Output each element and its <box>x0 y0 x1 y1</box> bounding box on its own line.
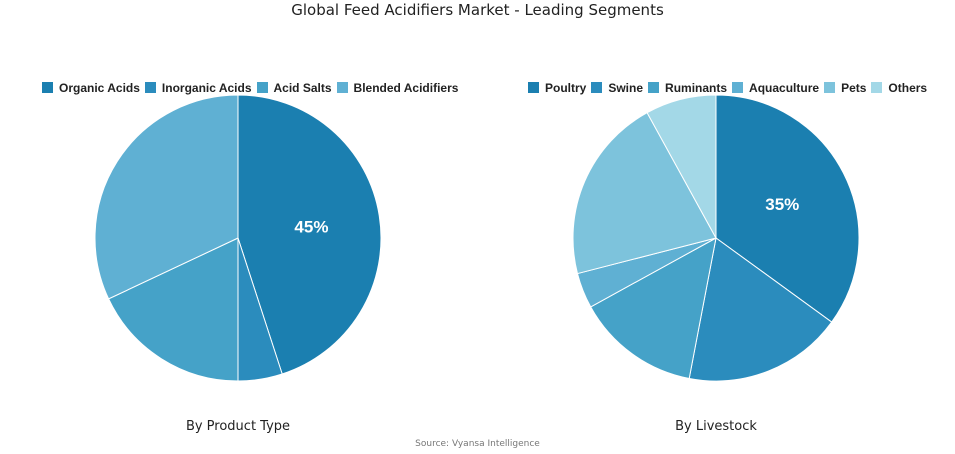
legend-item-swine: Swine <box>591 81 643 95</box>
pie-slice-ruminants <box>590 237 717 380</box>
data-label-organic-acids: 45% <box>294 217 328 236</box>
legend-swatch <box>591 81 603 93</box>
legend-swatch <box>871 81 883 93</box>
legend-label: Inorganic Acids <box>161 80 252 95</box>
legend-item-organic-acids: Organic Acids <box>42 81 140 95</box>
pie-slice-poultry <box>715 94 860 323</box>
legend-item-aquaculture: Aquaculture <box>732 81 819 95</box>
legend-label: Organic Acids <box>59 80 140 95</box>
legend-item-acid-salts: Acid Salts <box>256 80 332 95</box>
legend-swatch <box>336 81 348 93</box>
legend-label: Poultry <box>545 80 587 95</box>
legend-label: Pets <box>841 80 867 95</box>
pie-chart-livestock: 35% <box>572 94 860 382</box>
legend-item-poultry: Poultry <box>528 81 586 95</box>
source-note: Source: Vyansa Intelligence <box>415 439 540 449</box>
legend-product-type: Organic Acids Inorganic Acids Acid Salts Bl… <box>42 80 463 95</box>
legend-swatch <box>648 81 660 93</box>
legend-swatch <box>528 81 539 93</box>
legend-label: Swine <box>608 80 644 95</box>
data-label-poultry: 35% <box>765 195 799 214</box>
legend-item-blended-acidifiers: Blended Acidifiers <box>336 80 459 95</box>
pie-slice-others <box>646 94 717 239</box>
legend-label: Acid Salts <box>273 80 332 95</box>
legend-label: Ruminants <box>665 80 728 95</box>
legend-swatch <box>256 81 268 93</box>
subtitle-product-type: By Product Type <box>185 419 291 434</box>
legend-swatch <box>824 81 836 93</box>
pie-slice-pets <box>572 112 717 275</box>
subtitle-livestock: By Livestock <box>675 419 757 434</box>
legend-label: Blended Acidifiers <box>353 80 459 95</box>
legend-item-others: Others <box>871 81 927 95</box>
chart-title: Global Feed Acidifiers Market - Leading … <box>291 1 664 19</box>
legend-item-ruminants: Ruminants <box>648 81 727 95</box>
legend-label: Aquaculture <box>749 80 820 95</box>
legend-swatch <box>144 81 156 93</box>
pie-slice-acid-salts <box>107 237 239 382</box>
pie-slice-swine <box>688 237 833 382</box>
pie-chart-product-type: 45% <box>94 94 382 382</box>
legend-swatch <box>732 81 744 93</box>
pie-slice-organic-acids <box>237 94 382 375</box>
legend-item-inorganic-acids: Inorganic Acids <box>144 80 252 95</box>
legend-livestock: Poultry Swine Ruminants Aquaculture Pets Othe… <box>528 80 932 95</box>
legend-label: Others <box>888 80 928 95</box>
legend-item-pets: Pets <box>824 81 866 95</box>
legend-swatch <box>42 81 53 93</box>
pie-slice-blended-acidifiers <box>94 94 239 300</box>
